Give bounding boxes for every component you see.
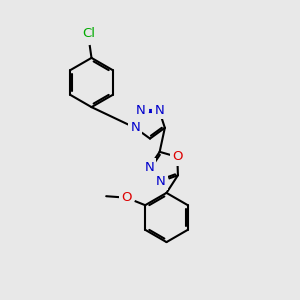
Text: N: N xyxy=(156,175,166,188)
Text: O: O xyxy=(121,191,132,204)
Text: O: O xyxy=(172,150,182,164)
Text: N: N xyxy=(145,160,154,173)
Text: N: N xyxy=(154,104,164,117)
Text: N: N xyxy=(130,121,140,134)
Text: N: N xyxy=(136,104,146,117)
Text: Cl: Cl xyxy=(82,27,95,40)
